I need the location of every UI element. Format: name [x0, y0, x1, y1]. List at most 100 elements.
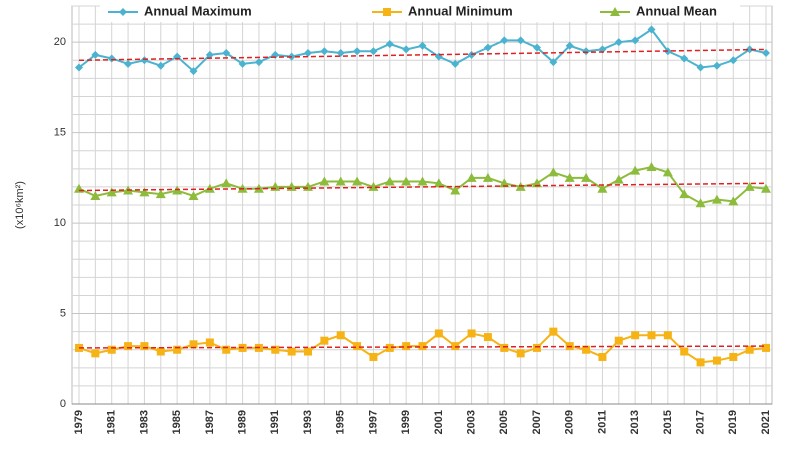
marker — [91, 349, 100, 358]
marker — [119, 8, 127, 16]
marker — [582, 47, 591, 56]
x-tick-label: 1981 — [106, 410, 118, 434]
marker — [155, 189, 166, 199]
marker — [745, 345, 754, 354]
x-tick-label: 2007 — [531, 410, 543, 434]
marker — [222, 345, 231, 354]
marker — [353, 342, 362, 351]
marker — [646, 162, 657, 172]
marker — [598, 352, 607, 361]
marker — [156, 61, 165, 70]
marker — [320, 336, 329, 345]
marker — [680, 347, 689, 356]
marker — [189, 340, 198, 349]
marker — [647, 25, 656, 34]
marker — [434, 329, 443, 338]
marker — [745, 45, 754, 54]
x-tick-label: 1983 — [138, 410, 150, 434]
x-tick-label: 2021 — [760, 410, 772, 434]
legend-label: Annual Mean — [636, 3, 717, 18]
x-tick-label: 2001 — [433, 410, 445, 434]
marker — [336, 49, 345, 58]
x-tick-label: 1987 — [204, 410, 216, 434]
marker — [466, 172, 477, 182]
marker — [368, 181, 379, 191]
marker — [533, 343, 541, 352]
marker — [353, 47, 362, 56]
marker — [762, 49, 770, 58]
marker — [418, 41, 427, 50]
marker — [729, 352, 738, 361]
marker — [417, 176, 428, 186]
marker — [124, 59, 133, 68]
marker — [582, 345, 591, 354]
marker — [631, 331, 640, 340]
marker — [761, 183, 771, 193]
marker — [320, 47, 329, 56]
marker — [482, 172, 493, 182]
y-axis-label: (x10⁶km²) — [14, 181, 26, 229]
marker — [402, 45, 411, 54]
marker — [140, 342, 149, 351]
marker — [418, 342, 427, 351]
marker — [467, 329, 476, 338]
y-tick-label: 0 — [60, 398, 66, 410]
x-tick-label: 1999 — [400, 410, 412, 434]
marker — [106, 187, 117, 197]
trend-line — [78, 48, 767, 62]
marker — [140, 56, 149, 65]
marker — [385, 343, 394, 352]
x-tick-label: 2017 — [694, 410, 706, 434]
marker — [610, 7, 620, 16]
marker — [319, 176, 330, 186]
marker — [205, 50, 214, 59]
marker — [156, 347, 165, 356]
trend-line — [78, 182, 767, 192]
marker — [679, 189, 690, 199]
x-tick-label: 2003 — [465, 410, 477, 434]
y-tick-label: 15 — [54, 127, 66, 139]
marker — [335, 176, 346, 186]
x-tick-label: 1979 — [73, 410, 85, 434]
marker — [533, 43, 541, 52]
marker — [205, 338, 214, 347]
marker — [500, 36, 509, 45]
marker — [663, 331, 672, 340]
x-tick-label: 2013 — [629, 410, 641, 434]
marker — [597, 183, 608, 193]
marker — [369, 352, 378, 361]
marker — [548, 167, 559, 177]
trend-line — [78, 345, 767, 349]
marker — [483, 43, 492, 52]
marker — [728, 196, 739, 206]
marker — [188, 190, 199, 200]
marker — [124, 342, 133, 351]
marker — [451, 342, 460, 351]
marker — [107, 345, 116, 354]
marker — [369, 47, 378, 56]
marker — [549, 327, 558, 336]
x-tick-label: 2015 — [662, 410, 674, 434]
marker — [500, 343, 509, 352]
marker — [712, 356, 721, 365]
legend-label: Annual Minimum — [408, 3, 513, 18]
x-tick-label: 1989 — [236, 410, 248, 434]
marker — [304, 347, 312, 356]
marker — [695, 198, 706, 208]
marker — [304, 49, 312, 58]
marker — [613, 174, 624, 184]
marker — [516, 36, 525, 45]
marker — [433, 178, 444, 188]
y-tick-label: 10 — [54, 217, 66, 229]
marker — [450, 185, 461, 195]
marker — [729, 56, 738, 65]
marker — [565, 41, 574, 50]
marker — [401, 176, 412, 186]
marker — [549, 58, 558, 67]
marker — [696, 358, 705, 367]
marker — [581, 172, 592, 182]
marker — [451, 59, 460, 68]
x-tick-label: 2019 — [727, 410, 739, 434]
marker — [744, 181, 755, 191]
marker — [662, 167, 673, 177]
